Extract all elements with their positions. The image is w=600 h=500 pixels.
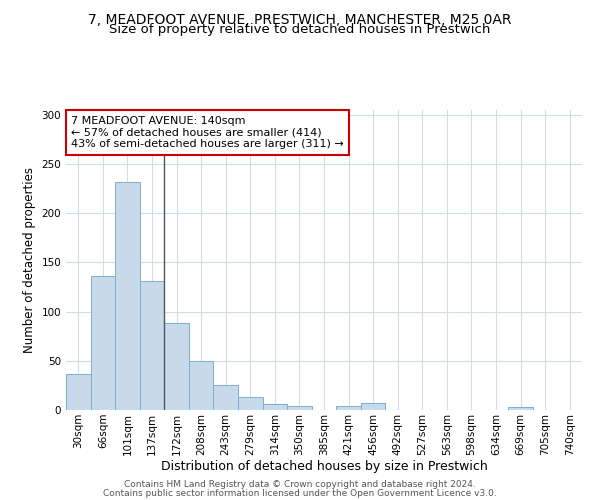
Bar bbox=[361, 403, 385, 410]
Text: 7 MEADFOOT AVENUE: 140sqm
← 57% of detached houses are smaller (414)
43% of semi: 7 MEADFOOT AVENUE: 140sqm ← 57% of detac… bbox=[71, 116, 344, 149]
Bar bbox=[140, 281, 164, 410]
Bar bbox=[508, 407, 533, 410]
Text: Size of property relative to detached houses in Prestwich: Size of property relative to detached ho… bbox=[109, 24, 491, 36]
Bar bbox=[214, 386, 238, 410]
Bar bbox=[287, 406, 312, 410]
Bar bbox=[91, 276, 115, 410]
X-axis label: Distribution of detached houses by size in Prestwich: Distribution of detached houses by size … bbox=[161, 460, 487, 473]
Text: Contains HM Land Registry data © Crown copyright and database right 2024.: Contains HM Land Registry data © Crown c… bbox=[124, 480, 476, 489]
Bar bbox=[189, 361, 214, 410]
Y-axis label: Number of detached properties: Number of detached properties bbox=[23, 167, 36, 353]
Bar bbox=[115, 182, 140, 410]
Bar bbox=[263, 404, 287, 410]
Bar bbox=[66, 374, 91, 410]
Text: 7, MEADFOOT AVENUE, PRESTWICH, MANCHESTER, M25 0AR: 7, MEADFOOT AVENUE, PRESTWICH, MANCHESTE… bbox=[88, 12, 512, 26]
Bar bbox=[238, 397, 263, 410]
Bar bbox=[164, 324, 189, 410]
Bar bbox=[336, 406, 361, 410]
Text: Contains public sector information licensed under the Open Government Licence v3: Contains public sector information licen… bbox=[103, 488, 497, 498]
